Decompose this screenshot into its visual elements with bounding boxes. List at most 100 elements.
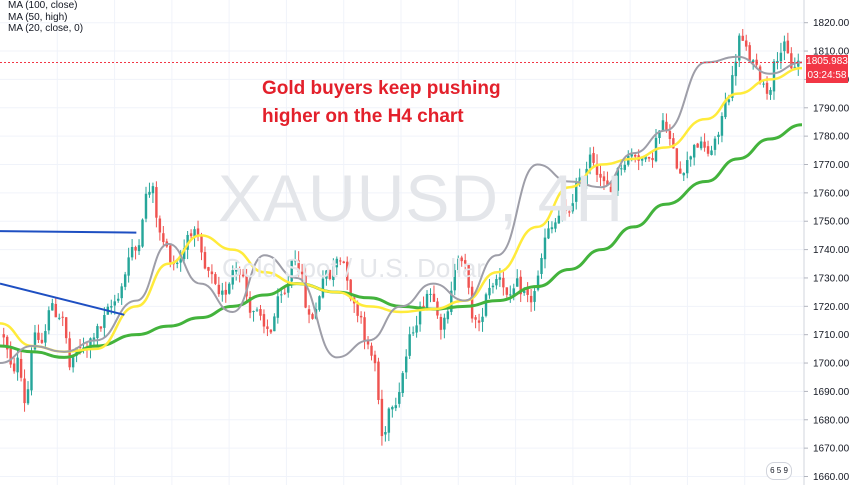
candle-body: [89, 338, 92, 350]
candle-body: [491, 285, 495, 288]
y-tick-label: 1760.00: [813, 188, 850, 199]
y-tick-label: 1770.00: [813, 160, 850, 171]
candle-body: [207, 267, 210, 271]
candle-body: [356, 304, 359, 316]
candle-body: [92, 337, 96, 340]
candle-body: [58, 317, 61, 319]
candle-body: [193, 229, 196, 238]
candle-body: [401, 373, 404, 394]
candle-body: [155, 187, 158, 218]
candle-body: [633, 154, 637, 157]
candle-body: [252, 311, 255, 313]
candle-body: [297, 260, 300, 273]
candle-body: [588, 154, 592, 169]
candle-body: [175, 262, 179, 264]
candle-body: [9, 348, 12, 365]
candle-body: [280, 294, 283, 296]
y-tick-label: 1700.00: [813, 359, 850, 370]
candle-body: [745, 40, 748, 47]
candle-body: [526, 289, 529, 295]
candle-body: [474, 317, 477, 320]
candle-body: [429, 293, 432, 295]
candle-body: [391, 406, 394, 410]
candle-body: [12, 363, 16, 372]
candle-body: [179, 259, 182, 263]
candle-body: [162, 233, 165, 243]
candle-body: [148, 191, 151, 195]
candle-body: [578, 177, 581, 184]
candle-body: [616, 168, 620, 191]
candle-body: [103, 315, 106, 328]
candle-body: [481, 316, 484, 322]
candle-body: [547, 228, 550, 239]
candle-body: [561, 208, 564, 216]
candle-body: [536, 275, 540, 290]
y-tick-label: 1680.00: [813, 415, 850, 426]
candle-body: [332, 266, 335, 281]
candle-body: [797, 60, 800, 67]
candle-body: [509, 294, 512, 296]
candle-body: [359, 315, 363, 318]
candle-body: [432, 293, 436, 302]
legend-ma-20[interactable]: MA (20, close, 0): [8, 23, 84, 34]
candle-body: [300, 271, 304, 275]
candle-body: [262, 314, 266, 327]
y-tick-label: 1660.00: [813, 472, 850, 483]
candle-body: [751, 60, 755, 63]
candle-body: [71, 357, 75, 368]
candle-body: [64, 317, 68, 339]
candle-body: [574, 183, 578, 202]
candle-body: [384, 432, 387, 435]
candle-body: [273, 316, 276, 332]
candle-body: [495, 278, 498, 286]
candle-body: [404, 356, 408, 373]
candle-body: [571, 203, 574, 212]
candle-body: [613, 190, 616, 192]
candle-body: [54, 303, 57, 318]
candle-body: [765, 82, 769, 94]
candle-body: [158, 218, 162, 233]
candle-body: [457, 258, 460, 270]
candle-body: [304, 274, 307, 308]
candle-body: [37, 332, 40, 340]
candle-body: [696, 143, 699, 148]
annotation-line-2: higher on the H4 chart: [262, 106, 464, 127]
candle-body: [44, 331, 47, 343]
flag-icon[interactable]: 6 5 9: [766, 462, 792, 480]
candle-body: [290, 260, 293, 282]
y-tick-label: 1710.00: [813, 330, 850, 341]
candle-body: [245, 275, 248, 297]
candle-body: [460, 257, 463, 262]
candle-body: [78, 346, 82, 348]
candle-body: [377, 361, 380, 400]
trendlines: [0, 230, 137, 316]
last-price-label: 1805.983: [806, 55, 848, 70]
y-tick-label: 1780.00: [813, 132, 850, 143]
candle-body: [644, 155, 647, 160]
candle-body: [734, 61, 738, 77]
candle-body: [665, 121, 668, 132]
candle-body: [5, 336, 9, 350]
candle-body: [779, 52, 783, 62]
candle-body: [137, 245, 141, 252]
y-tick-label: 1740.00: [813, 245, 850, 256]
candle-body: [741, 35, 744, 41]
candle-body: [581, 178, 585, 187]
candle-body: [117, 298, 120, 301]
candle-body: [630, 154, 633, 157]
candle-body: [342, 261, 345, 264]
legend-ma-50[interactable]: MA (50, high): [8, 11, 68, 23]
annotation-line-1: Gold buyers keep pushing: [262, 78, 501, 99]
candle-body: [658, 130, 661, 139]
candle-body: [425, 293, 429, 310]
candle-body: [99, 326, 103, 329]
trendline-0: [0, 230, 137, 234]
candle-body: [724, 101, 727, 118]
candle-body: [370, 345, 373, 356]
legend-ma-100[interactable]: MA (100, close): [8, 0, 78, 11]
candle-body: [470, 286, 474, 319]
candle-body: [408, 334, 411, 356]
candle-body: [498, 277, 502, 280]
candle-body: [366, 339, 370, 345]
